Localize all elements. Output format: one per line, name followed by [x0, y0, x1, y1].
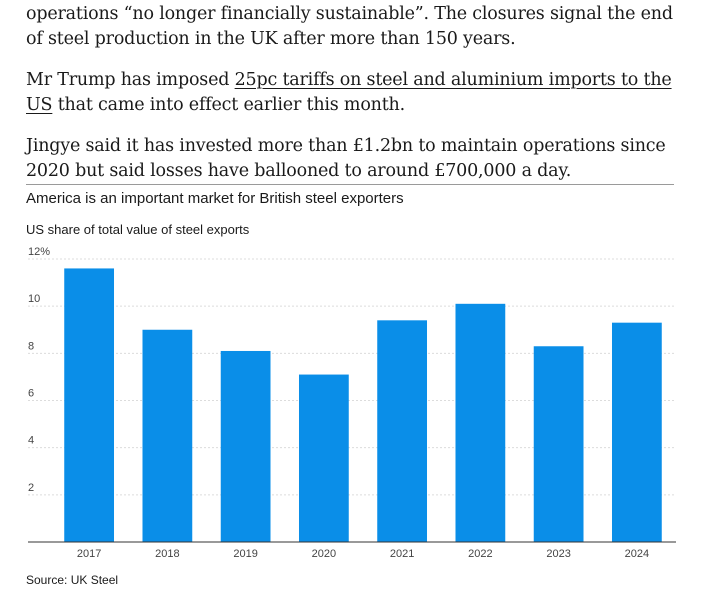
bar-2019: [220, 350, 271, 542]
chart-divider: [26, 184, 674, 185]
tariffs-link[interactable]: 25pc tariffs on steel and aluminium impo…: [26, 70, 672, 115]
x-tick-label: 2018: [155, 548, 179, 560]
y-tick-label: 2: [28, 482, 34, 494]
y-tick-label: 6: [28, 388, 34, 400]
bar-2018: [142, 329, 193, 542]
y-tick-label: 12%: [28, 246, 50, 258]
bar-2017: [64, 268, 115, 542]
chart-source: Source: UK Steel: [26, 573, 119, 587]
chart-title: America is an important market for Briti…: [26, 190, 404, 207]
bar-2020: [298, 374, 349, 542]
paragraph-2-text-after: that came into effect earlier this month…: [52, 95, 405, 115]
x-tick-label: 2022: [468, 548, 492, 560]
x-axis-labels: 2017 2018 2019 2020 2021 2022 2023 2024: [77, 548, 649, 560]
bar-2021: [377, 320, 428, 542]
y-tick-label: 8: [28, 340, 34, 352]
y-tick-label: 10: [28, 293, 40, 305]
y-tick-label: 4: [28, 435, 34, 447]
paragraph-2-text-before: Mr Trump has imposed: [26, 70, 235, 90]
x-tick-label: 2021: [390, 548, 414, 560]
y-axis-labels: 2 4 6 8 10 12%: [28, 246, 50, 494]
x-tick-label: 2024: [625, 548, 649, 560]
x-tick-label: 2020: [312, 548, 336, 560]
article-paragraph-2: Mr Trump has imposed 25pc tariffs on ste…: [26, 68, 686, 118]
bar-2024: [611, 322, 662, 542]
chart-subtitle: US share of total value of steel exports: [26, 222, 250, 237]
x-tick-label: 2019: [233, 548, 257, 560]
bar-2022: [455, 303, 506, 542]
chart-bars: [64, 268, 662, 542]
bar-2023: [533, 346, 584, 542]
x-tick-label: 2023: [546, 548, 570, 560]
x-tick-label: 2017: [77, 548, 101, 560]
article-paragraph-1: operations “no longer financially sustai…: [26, 4, 673, 49]
article-paragraph-3: Jingye said it has invested more than £1…: [26, 136, 666, 181]
